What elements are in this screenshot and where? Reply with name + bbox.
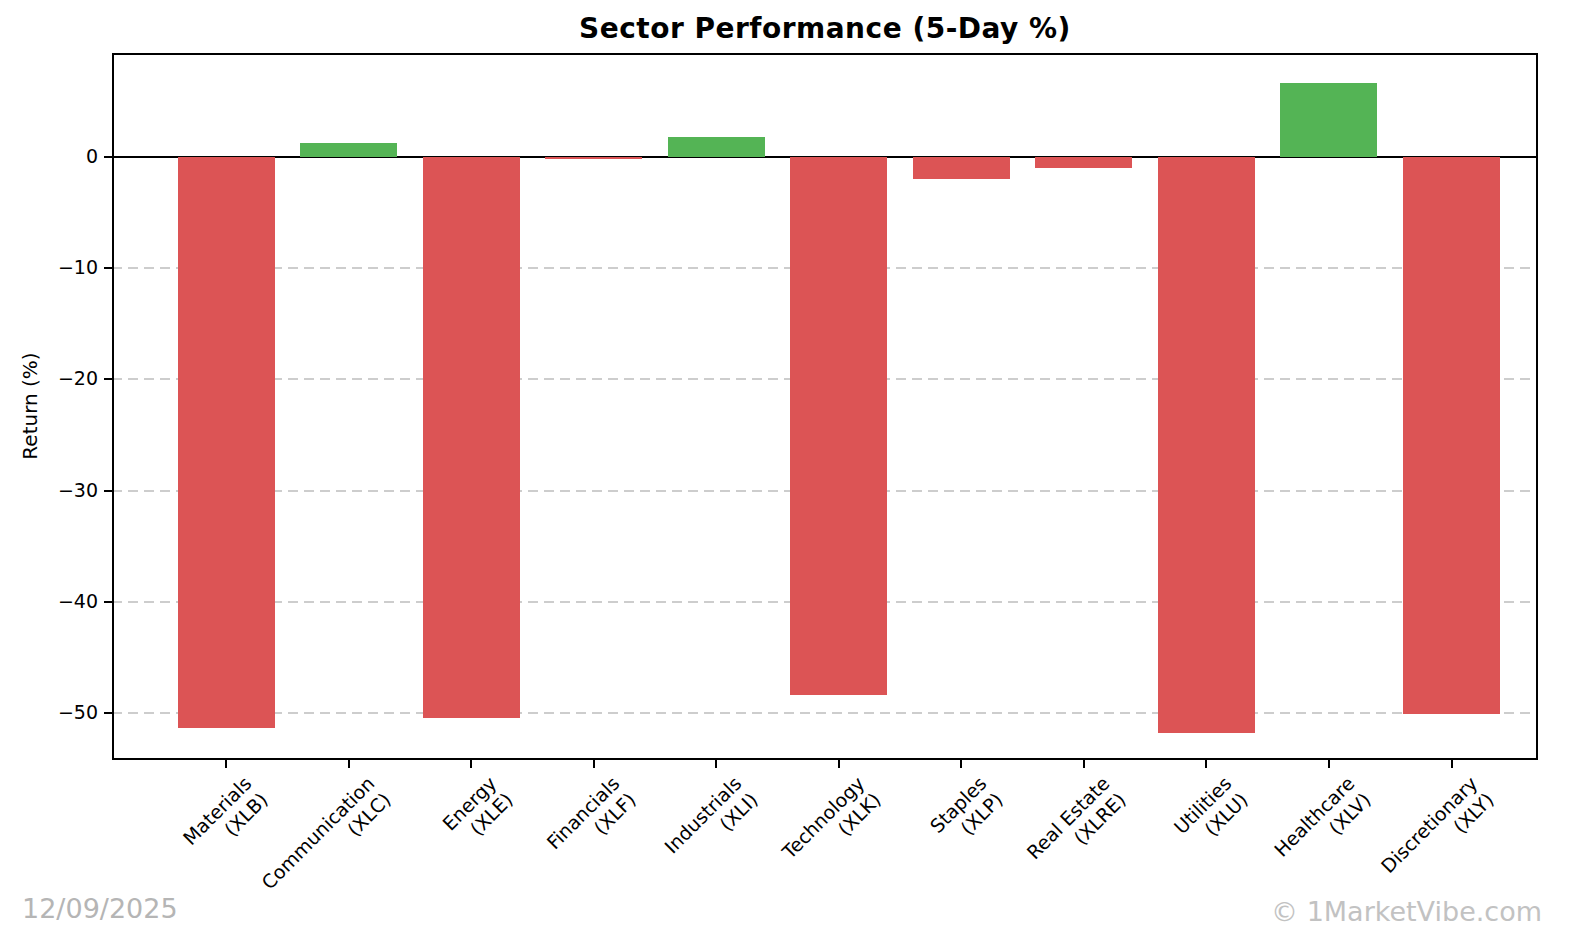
plot-area — [112, 53, 1538, 760]
bar-xlp — [913, 157, 1010, 179]
x-tick-1 — [225, 760, 227, 768]
x-tick-5 — [715, 760, 717, 768]
footer-date: 12/09/2025 — [22, 893, 178, 924]
y-tick-label--50: −50 — [28, 701, 98, 723]
bar-xlc — [300, 143, 397, 156]
y-tick-label--10: −10 — [28, 256, 98, 278]
bar-xle — [423, 157, 520, 718]
x-tick-10 — [1328, 760, 1330, 768]
x-tick-11 — [1451, 760, 1453, 768]
x-tick-4 — [593, 760, 595, 768]
y-tick--50 — [104, 712, 112, 714]
y-tick-label-0: 0 — [28, 145, 98, 167]
bar-xlf — [545, 157, 642, 159]
bar-xli — [668, 137, 765, 157]
bar-xlb — [178, 157, 275, 728]
x-tick-8 — [1083, 760, 1085, 768]
bar-xly — [1403, 157, 1500, 715]
chart-title: Sector Performance (5-Day %) — [112, 12, 1538, 45]
bar-xlv — [1280, 83, 1377, 156]
sector-performance-chart: Sector Performance (5-Day %) Return (%) … — [0, 0, 1584, 940]
bar-xlk — [790, 157, 887, 696]
bar-xlu — [1158, 157, 1255, 734]
y-tick--20 — [104, 378, 112, 380]
gridline--50 — [112, 712, 1538, 714]
x-tick-6 — [838, 760, 840, 768]
y-tick-label--20: −20 — [28, 367, 98, 389]
x-tick-7 — [960, 760, 962, 768]
y-tick-label--30: −30 — [28, 479, 98, 501]
y-tick-0 — [104, 156, 112, 158]
y-tick--40 — [104, 601, 112, 603]
footer-credit: © 1MarketVibe.com — [1271, 896, 1542, 927]
x-tick-2 — [348, 760, 350, 768]
y-tick--30 — [104, 490, 112, 492]
y-tick--10 — [104, 267, 112, 269]
x-tick-3 — [470, 760, 472, 768]
bar-xlre — [1035, 157, 1132, 168]
y-tick-label--40: −40 — [28, 590, 98, 612]
x-tick-9 — [1205, 760, 1207, 768]
